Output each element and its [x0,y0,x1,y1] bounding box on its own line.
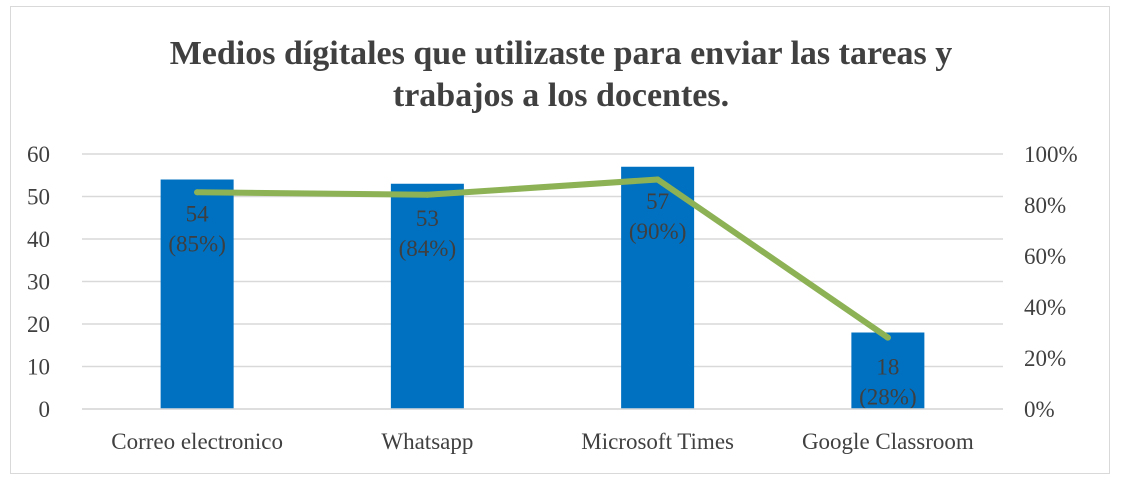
data-label-percent: (90%) [629,219,686,244]
y2-tick-label: 20% [1024,346,1066,371]
y-axis-right: 0% 20% 40% 60% 80% 100% [1024,142,1078,422]
x-tick-label: Correo electronico [111,429,283,454]
data-label-percent: (85%) [168,232,225,257]
y-tick-label: 60 [27,142,50,167]
data-label-value: 57 [646,189,669,214]
x-tick-label: Whatsapp [381,429,473,454]
data-label-value: 53 [416,206,439,231]
y-tick-label: 40 [27,227,50,252]
data-label-value: 54 [186,202,210,227]
bar[interactable] [851,332,925,410]
bar[interactable] [390,183,464,409]
y2-tick-label: 40% [1024,295,1066,320]
chart-title: Medios dígitales que utilizaste para env… [170,35,953,114]
data-labels: 54 (85%) 53 (84%) 57 (90%) 18 (28%) [168,189,916,410]
y2-tick-label: 100% [1024,142,1078,167]
data-label-percent: (84%) [399,236,456,261]
bar-series [160,166,925,410]
data-label-percent: (28%) [859,385,916,410]
y2-tick-label: 60% [1024,244,1066,269]
x-tick-label: Microsoft Times [581,429,734,454]
y-tick-label: 30 [27,270,50,295]
y-tick-label: 10 [27,355,50,380]
line-point[interactable] [424,191,431,198]
y-tick-label: 0 [39,397,51,422]
line-point[interactable] [654,176,661,183]
y-tick-label: 20 [27,312,50,337]
line-point[interactable] [884,334,891,341]
data-label-value: 18 [876,355,899,380]
y2-tick-label: 80% [1024,193,1066,218]
bar[interactable] [160,179,234,410]
chart-title-line-2: trabajos a los docentes. [393,77,729,114]
y-tick-label: 50 [27,185,50,210]
y2-tick-label: 0% [1024,397,1055,422]
line-path [194,176,891,341]
bar[interactable] [621,166,695,409]
x-axis: Correo electronico Whatsapp Microsoft Time… [82,408,1003,454]
x-tick-label: Google Classroom [802,429,974,454]
line-series [194,176,891,341]
chart-title-line-1: Medios dígitales que utilizaste para env… [170,35,953,72]
line-point[interactable] [194,189,201,196]
y-axis-left: 0 10 20 30 40 50 60 [27,142,50,422]
